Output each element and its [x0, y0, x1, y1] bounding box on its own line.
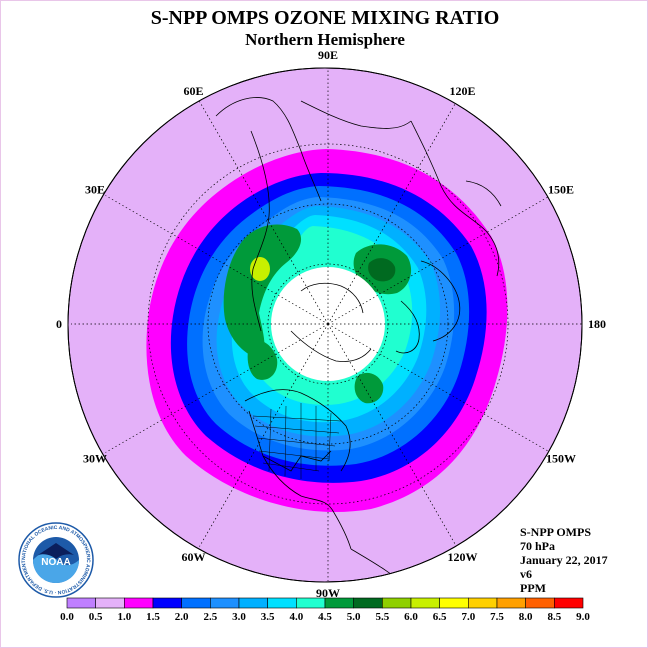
meridian-line: [199, 323, 329, 547]
longitude-label: 150E: [548, 183, 574, 197]
map-title: S-NPP OMPS OZONE MIXING RATIO: [150, 7, 500, 29]
longitude-label: 150W: [546, 452, 576, 466]
longitude-label: 120E: [449, 84, 475, 98]
meridian-line: [105, 195, 329, 325]
contour-green-south: [247, 339, 278, 380]
meridian-line: [327, 195, 551, 325]
latitude-circle: [147, 143, 509, 505]
longitude-label: 90E: [318, 48, 338, 62]
version-label: v6: [520, 567, 532, 581]
longitude-labels: 90E 60E 30E 0 30W 60W 90W 120W 150W 180 150E 120E: [56, 48, 606, 600]
graticule: [71, 68, 582, 581]
pressure-level: 70 hPa: [520, 539, 556, 553]
meridian-line: [105, 323, 329, 453]
date-label: January 22, 2017: [520, 553, 608, 567]
longitude-label: 30E: [85, 183, 105, 197]
meridian-line: [327, 323, 457, 547]
longitude-label: 90W: [316, 586, 340, 600]
contour-green-west: [223, 224, 302, 359]
units-label: PPM: [520, 581, 546, 595]
longitude-label: 120W: [448, 550, 478, 564]
info-block: S-NPP OMPS 70 hPa January 22, 2017 v6 PP…: [520, 525, 608, 595]
contour-green-east: [354, 372, 384, 404]
contour-darkgreen-north: [368, 258, 396, 282]
longitude-label: 60W: [182, 550, 206, 564]
noaa-logo-text: NOAA: [41, 557, 70, 568]
instrument-label: S-NPP OMPS: [520, 525, 591, 539]
meridian-line: [199, 101, 329, 325]
meridian-line: [327, 323, 551, 453]
ozone-contours: [71, 68, 582, 582]
latitude-circle: [267, 263, 389, 385]
longitude-label: 60E: [183, 84, 203, 98]
meridian-line: [327, 101, 457, 325]
us-state-grid: [252, 403, 342, 479]
noaa-logo: NATIONAL OCEANIC AND ATMOSPHERIC ADMINIS…: [17, 521, 94, 598]
globe-border: [67, 67, 583, 583]
latitude-circle: [207, 203, 449, 445]
longitude-label: 30W: [83, 452, 107, 466]
map-subtitle: Northern Hemisphere: [245, 30, 405, 49]
longitude-label: 0: [56, 317, 62, 331]
longitude-label: 180: [588, 317, 606, 331]
